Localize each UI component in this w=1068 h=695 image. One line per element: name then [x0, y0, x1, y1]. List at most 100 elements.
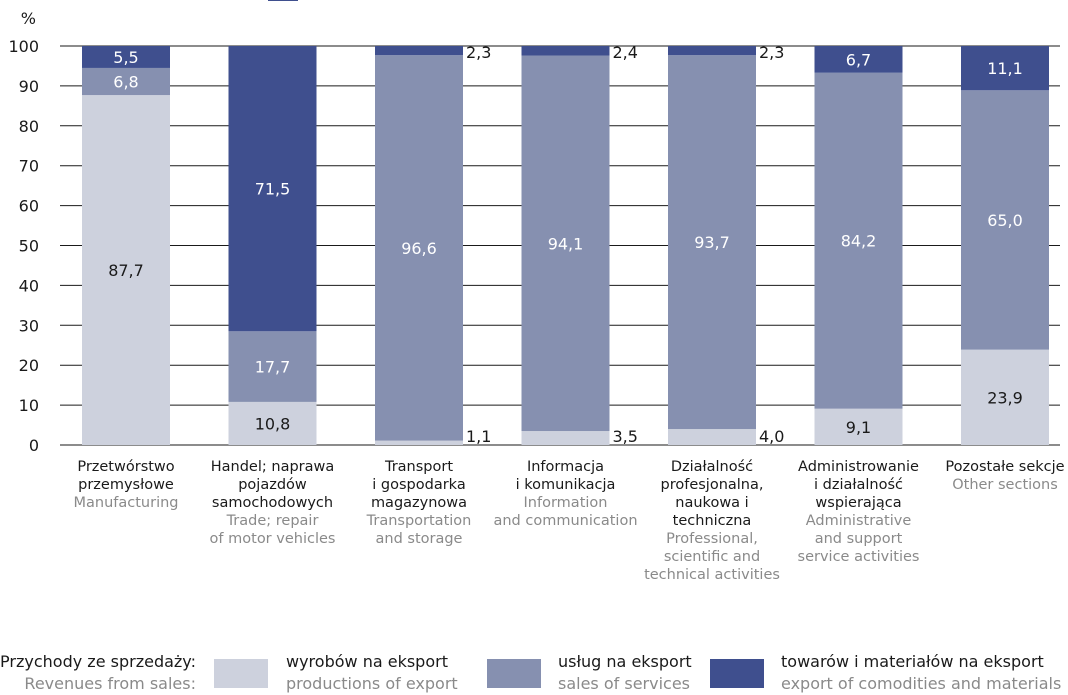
category-label: Administrowanie: [798, 459, 919, 475]
data-label: 11,1: [987, 59, 1023, 78]
data-label: 71,5: [255, 180, 291, 199]
bar-segment: [961, 349, 1049, 445]
data-label: 17,7: [255, 358, 291, 377]
legend-swatch: [710, 659, 764, 688]
category-label: i działalność: [814, 477, 903, 493]
bar-segment: [668, 429, 756, 445]
category-label: Działalność: [671, 459, 753, 475]
category-label: pojazdów: [238, 477, 307, 493]
category-label: przemysłowe: [78, 477, 174, 493]
data-label: 2,4: [613, 43, 638, 62]
category-label: magazynowa: [371, 495, 467, 511]
legend-label-en: sales of services: [558, 674, 690, 693]
bar-segment: [82, 95, 170, 446]
bar-segment: [375, 46, 463, 56]
y-tick-label: 50: [19, 237, 39, 256]
data-label: 1,1: [466, 427, 491, 446]
data-label: 65,0: [987, 211, 1023, 230]
category-label: naukowa i: [675, 495, 748, 511]
category-label: Handel; naprawa: [211, 459, 335, 475]
category-label-en: service activities: [798, 549, 920, 565]
x-axis: Przetwórstwo przemysłowe Manufacturing Hand…: [74, 459, 1065, 583]
y-tick-label: 100: [8, 37, 39, 56]
legend: Przychody ze sprzedaży: Revenues from sa…: [0, 652, 1061, 693]
bar-segment: [814, 72, 903, 409]
y-tick-label: 30: [19, 316, 39, 335]
legend-title: Przychody ze sprzedaży:: [0, 652, 196, 671]
category-label-en: technical activities: [644, 567, 780, 583]
bar-segment: [668, 46, 756, 56]
y-tick-label: 0: [29, 436, 39, 455]
legend-label: usług na eksport: [558, 652, 692, 671]
bar-segment: [814, 46, 903, 73]
category-label: Przetwórstwo: [77, 459, 174, 475]
bar-segment: [228, 401, 317, 445]
data-label: 10,8: [255, 414, 291, 433]
y-tick-label: 60: [19, 197, 39, 216]
legend-label-en: export of comodities and materials: [781, 674, 1061, 693]
category-label-en: and support: [815, 531, 903, 547]
bars: [82, 46, 1049, 446]
legend-swatch: [487, 659, 541, 688]
legend-swatch: [214, 659, 268, 688]
y-tick-label: 40: [19, 276, 39, 295]
data-label: 94,1: [548, 234, 584, 253]
y-tick-label: 20: [19, 356, 39, 375]
category-label-en: Other sections: [952, 477, 1058, 493]
bar-segment: [521, 431, 610, 445]
bar-segment: [668, 55, 756, 430]
data-label: 87,7: [108, 261, 144, 280]
bar-segment: [82, 46, 170, 68]
bar-segment: [82, 67, 170, 96]
bar-segment: [375, 55, 463, 441]
data-label: 3,5: [613, 427, 638, 446]
category-label-en: Information: [524, 495, 608, 511]
bar-segment: [228, 46, 317, 332]
category-label-en: Manufacturing: [74, 495, 179, 511]
legend-title-en: Revenues from sales:: [24, 674, 196, 693]
y-tick-label: 10: [19, 396, 39, 415]
y-unit-label: %: [21, 9, 36, 28]
bar-segment: [228, 331, 317, 402]
data-label: 5,5: [113, 48, 138, 67]
bar-segment: [961, 90, 1049, 350]
y-tick-label: 70: [19, 157, 39, 176]
legend-label-en: productions of export: [286, 674, 458, 693]
category-label-en: Transportation: [366, 513, 472, 529]
category-label: techniczna: [673, 513, 752, 529]
legend-label: wyrobów na eksport: [286, 652, 448, 671]
data-label: 84,2: [841, 232, 877, 251]
bar-segment: [961, 46, 1049, 91]
category-label-en: Trade; repair: [226, 513, 319, 529]
y-tick-label: 90: [19, 77, 39, 96]
category-label: profesjonalna,: [661, 477, 764, 493]
category-label-en: Administrative: [806, 513, 912, 529]
category-label-en: scientific and: [664, 549, 760, 565]
data-label: 2,3: [759, 43, 784, 62]
category-label-en: Professional,: [666, 531, 758, 547]
category-label: Transport: [384, 459, 453, 475]
data-label: 6,8: [113, 73, 138, 92]
category-label: samochodowych: [212, 495, 333, 511]
data-label: 23,9: [987, 388, 1023, 407]
bar-segment: [375, 440, 463, 445]
category-label: i gospodarka: [372, 477, 465, 493]
category-label-en: and storage: [376, 531, 463, 547]
data-label: 6,7: [846, 50, 871, 69]
category-label-en: of motor vehicles: [210, 531, 336, 547]
bar-segment: [814, 408, 903, 445]
data-label: 96,6: [401, 239, 437, 258]
category-label: wspierająca: [815, 495, 901, 511]
bar-segment: [521, 46, 610, 56]
data-label: 93,7: [694, 233, 730, 252]
category-label-en: and communication: [493, 513, 637, 529]
data-label: 2,3: [466, 43, 491, 62]
legend-label: towarów i materiałów na eksport: [781, 652, 1044, 671]
y-axis: % 0 10 20 30 40 50 60 70 80 90 100: [8, 9, 1060, 455]
category-label: i komunikacja: [516, 477, 616, 493]
category-label: Pozostałe sekcje: [945, 459, 1064, 475]
category-label: Informacja: [527, 459, 604, 475]
bar-segment: [521, 55, 610, 432]
y-tick-label: 80: [19, 117, 39, 136]
